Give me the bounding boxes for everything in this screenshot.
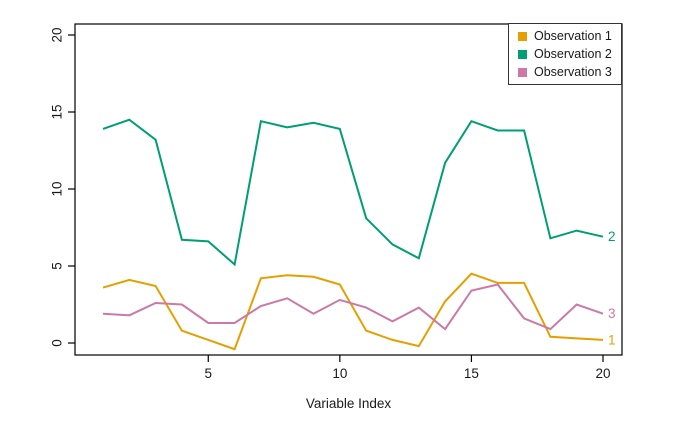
legend-label: Observation 2 — [534, 46, 612, 61]
x-axis-tick-label: 20 — [595, 366, 610, 381]
legend-key-swatch — [518, 67, 527, 77]
series-end-label: 3 — [608, 306, 616, 321]
legend: Observation 1 Observation 2 Observation … — [508, 23, 622, 85]
legend-label: Observation 3 — [534, 64, 612, 79]
y-axis-tick-label: 5 — [50, 262, 65, 270]
legend-item-observation-2: Observation 2 — [518, 47, 621, 62]
series-line-observation-1 — [102, 272, 604, 351]
legend-item-observation-3: Observation 3 — [518, 65, 621, 80]
legend-item-observation-1: Observation 1 — [518, 29, 621, 44]
series-end-label: 2 — [608, 229, 616, 244]
x-axis-tick-label: 15 — [464, 366, 479, 381]
series-end-label: 1 — [608, 332, 616, 347]
legend-key-swatch — [518, 49, 527, 59]
series-line-observation-3 — [102, 283, 604, 331]
y-axis-tick-label: 0 — [50, 339, 65, 347]
x-axis-tick-label: 5 — [205, 366, 213, 381]
x-axis-tick-label: 10 — [332, 366, 347, 381]
y-axis-tick-label: 15 — [50, 104, 65, 119]
y-axis-tick-label: 10 — [50, 181, 65, 196]
y-axis-tick-label: 20 — [50, 27, 65, 42]
legend-key-swatch — [518, 31, 527, 41]
legend-label: Observation 1 — [534, 28, 612, 43]
x-axis-title: Variable Index — [305, 396, 392, 411]
series-line-observation-2 — [102, 118, 604, 267]
